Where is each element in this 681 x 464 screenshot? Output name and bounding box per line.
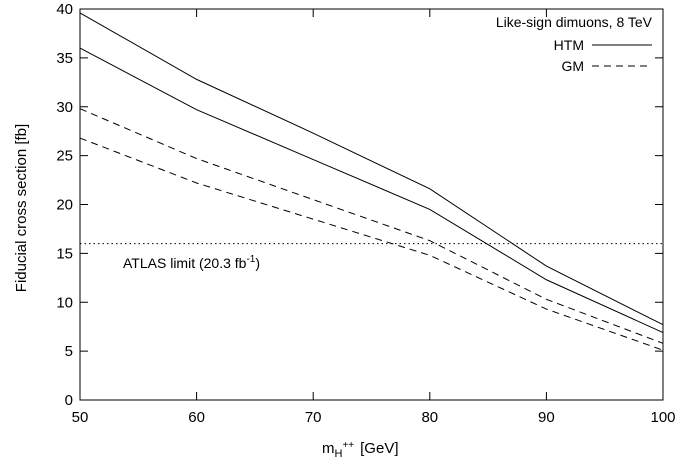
y-axis-ticks: 0 5 10 15 20 25 30 35 40 [56,1,663,409]
y-tick-label: 0 [65,392,73,409]
legend-label-gm: GM [561,58,584,74]
y-axis-label: Fiducial cross section [fb] [13,124,30,292]
x-tick-label: 100 [650,409,675,426]
atlas-limit-label: ATLAS limit (20.3 fb-1) [123,254,260,271]
x-axis-label: mH++ [GeV] [322,440,399,460]
legend-title: Like-sign dimuons, 8 TeV [496,14,653,30]
y-tick-label: 30 [56,99,73,116]
x-tick-label: 60 [188,409,205,426]
x-axis-ticks: 50 60 70 80 90 100 [72,9,676,426]
legend: Like-sign dimuons, 8 TeV HTM GM [496,14,653,74]
series-line-gm-3 [79,108,664,344]
series-line-gm-4 [79,137,664,351]
y-tick-label: 15 [56,245,73,262]
y-tick-label: 35 [56,50,73,67]
series-lines [79,12,664,351]
legend-label-htm: HTM [554,37,584,53]
y-tick-label: 25 [56,148,73,165]
x-tick-label: 80 [421,409,438,426]
x-tick-label: 70 [305,409,322,426]
series-line-htm-1 [79,12,664,326]
y-tick-label: 5 [65,343,73,360]
x-tick-label: 50 [72,409,89,426]
y-tick-label: 20 [56,197,73,214]
series-line-htm-2 [79,47,664,334]
y-tick-label: 10 [56,294,73,311]
y-tick-label: 40 [56,1,73,18]
x-tick-label: 90 [538,409,555,426]
